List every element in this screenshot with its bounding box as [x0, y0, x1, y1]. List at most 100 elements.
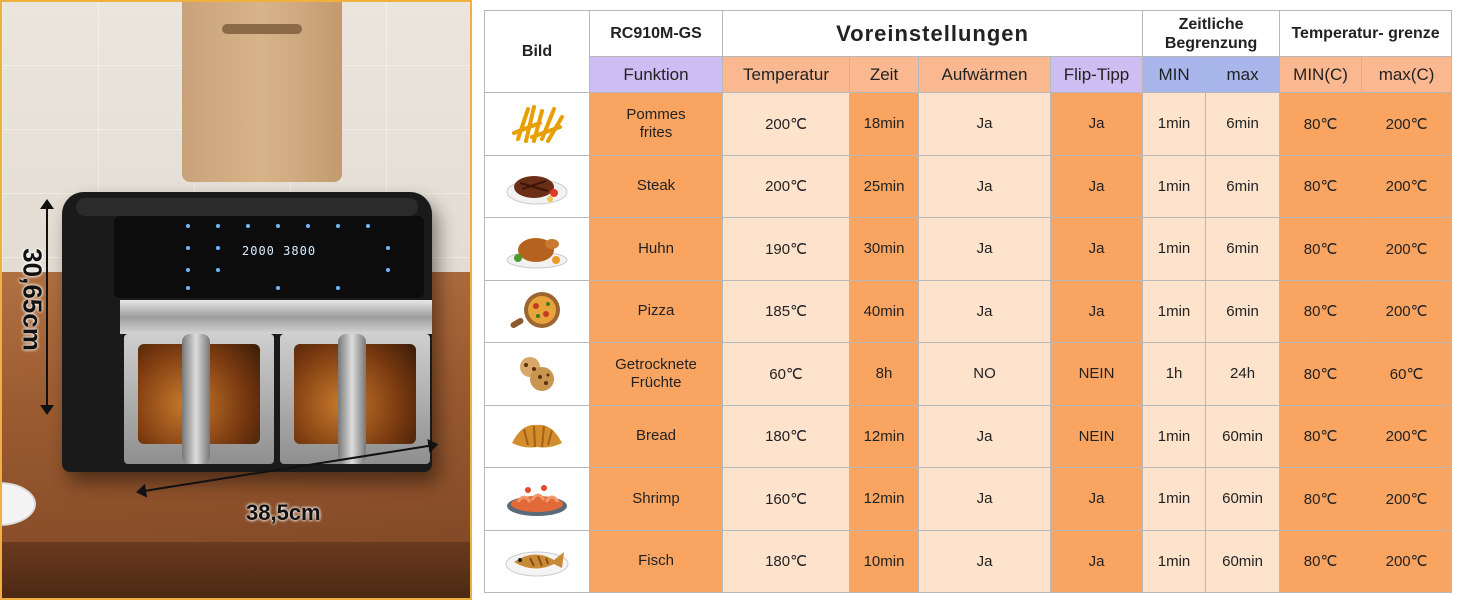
fryer-top: [76, 198, 418, 216]
counter-edge: [2, 542, 470, 598]
indicator-dot: [216, 268, 220, 272]
cell-funktion-text: Steak: [636, 177, 676, 195]
cell-flip: Ja: [1049, 467, 1144, 531]
cell-funktion: Bread: [589, 404, 723, 468]
cell-max-c: 200℃: [1361, 279, 1453, 343]
cell-funktion: Pommes frites: [589, 92, 723, 156]
cell-funktion-text: Fisch: [638, 552, 674, 570]
subheader-min: MIN: [1142, 56, 1207, 93]
board-slot: [222, 24, 302, 34]
cell-min-text: 1min: [1157, 302, 1191, 320]
control-panel: 2000 3800: [114, 216, 424, 298]
cell-max: 60min: [1205, 404, 1281, 468]
cell-max-c-text: 200℃: [1385, 303, 1428, 321]
cell-max-text: 6min: [1226, 177, 1259, 195]
food-image-cell: [484, 154, 590, 218]
cell-aufwaermen: Ja: [918, 154, 1051, 218]
cell-zeit-text: 40min: [863, 302, 905, 320]
cell-funktion: Huhn: [589, 217, 723, 281]
steak-icon: [504, 165, 570, 207]
cell-temperatur-text: 190℃: [765, 240, 807, 258]
cell-max-c-text: 200℃: [1385, 428, 1428, 446]
cutting-board: [182, 2, 342, 182]
cell-aufwaermen: NO: [918, 342, 1051, 406]
cell-funktion: Steak: [589, 154, 723, 218]
cell-zeit-text: 12min: [863, 427, 905, 445]
cell-funktion-text: Bread: [635, 427, 677, 445]
cell-min-text: 1min: [1157, 427, 1191, 445]
cell-max-text: 6min: [1226, 302, 1259, 320]
cell-max-c: 60℃: [1361, 342, 1453, 406]
cell-min: 1min: [1142, 467, 1207, 531]
food-image-cell: [484, 467, 590, 531]
cell-max-c: 200℃: [1361, 217, 1453, 281]
cell-flip-text: Ja: [1088, 552, 1105, 570]
cell-max-c-text: 200℃: [1385, 240, 1428, 258]
indicator-dot: [336, 286, 340, 290]
cell-aufwaermen-text: Ja: [976, 552, 993, 570]
cell-zeit: 12min: [849, 467, 919, 531]
cell-min-c-text: 80℃: [1303, 553, 1338, 571]
table-row: Steak 200℃ 25min Ja Ja 1min 6min 80℃ 200℃: [484, 154, 1453, 218]
cell-max: 60min: [1205, 529, 1281, 593]
cell-max: 6min: [1205, 217, 1281, 281]
shrimp-icon: [504, 478, 570, 520]
croissant-icon: [504, 415, 570, 457]
height-label: 30,65cm: [17, 248, 48, 351]
cell-aufwaermen-text: Ja: [976, 177, 993, 195]
cell-min: 1min: [1142, 529, 1207, 593]
cell-aufwaermen: Ja: [918, 217, 1051, 281]
table-row: Pizza 185℃ 40min Ja Ja 1min 6min 80℃ 200℃: [484, 279, 1453, 343]
subheader-temperatur: Temperatur: [722, 56, 850, 93]
cell-min-c-text: 80℃: [1303, 428, 1338, 446]
cell-aufwaermen: Ja: [918, 529, 1051, 593]
food-image-cell: [484, 404, 590, 468]
indicator-dot: [186, 224, 190, 228]
cell-funktion: Getrocknete Früchte: [589, 342, 723, 406]
cell-temperatur: 200℃: [722, 154, 850, 218]
subheader-max: max: [1205, 56, 1281, 93]
cell-aufwaermen-text: Ja: [976, 240, 993, 258]
fish-icon: [504, 540, 570, 582]
presets-table: Bild RC910M-GS Voreinstellungen Zeitlich…: [484, 10, 1453, 593]
cell-funktion: Shrimp: [589, 467, 723, 531]
cell-funktion-text: Getrocknete Früchte: [615, 355, 697, 391]
cell-min: 1min: [1142, 404, 1207, 468]
indicator-dot: [216, 246, 220, 250]
display-left: 2000: [242, 244, 275, 258]
cell-aufwaermen-text: Ja: [976, 115, 993, 133]
food-image-cell: [484, 279, 590, 343]
cell-min-c: 80℃: [1279, 467, 1363, 531]
subheader-aufwaermen: Aufwärmen: [918, 56, 1051, 93]
cell-max: 6min: [1205, 92, 1281, 156]
cell-min-c-text: 80℃: [1303, 115, 1338, 133]
subheader-zeit: Zeit: [849, 56, 919, 93]
cell-zeit-text: 25min: [863, 177, 905, 195]
left-handle: [182, 334, 210, 464]
cell-temperatur-text: 180℃: [765, 428, 807, 446]
cell-temperatur: 190℃: [722, 217, 850, 281]
cell-max-text: 6min: [1226, 115, 1259, 133]
cell-zeit-text: 30min: [863, 240, 905, 258]
cell-zeit: 10min: [849, 529, 919, 593]
header-time-limit: Zeitliche Begrenzung: [1142, 10, 1281, 57]
indicator-dot: [386, 246, 390, 250]
cell-flip: Ja: [1049, 154, 1144, 218]
subheader-funktion: Funktion: [589, 56, 723, 93]
table-row: Fisch 180℃ 10min Ja Ja 1min 60min 80℃ 200℃: [484, 529, 1453, 593]
cell-flip: Ja: [1049, 217, 1144, 281]
cell-min-text: 1min: [1157, 490, 1191, 508]
table-row: Bread 180℃ 12min Ja NEIN 1min 60min 80℃ 200℃: [484, 404, 1453, 468]
cookies-icon: [504, 353, 570, 395]
indicator-dot: [386, 268, 390, 272]
cell-min-c: 80℃: [1279, 154, 1363, 218]
cell-max-c-text: 200℃: [1385, 178, 1428, 196]
indicator-dot: [246, 224, 250, 228]
display-readout: 2000 3800: [242, 244, 316, 258]
cell-max-c: 200℃: [1361, 529, 1453, 593]
cell-min-c-text: 80℃: [1303, 303, 1338, 321]
cell-max-c: 200℃: [1361, 404, 1453, 468]
cell-min-text: 1h: [1165, 365, 1183, 383]
cell-min: 1min: [1142, 217, 1207, 281]
cell-flip: Ja: [1049, 92, 1144, 156]
